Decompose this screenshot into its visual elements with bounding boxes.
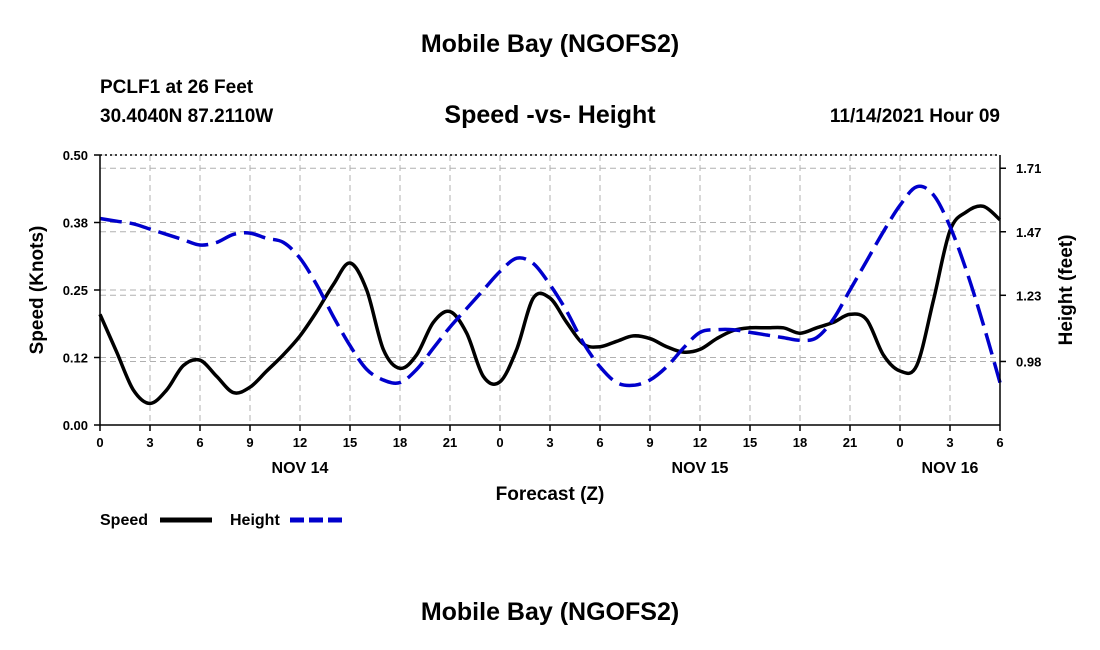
x-tick-label: 0 [496, 435, 503, 450]
y2-tick-label: 1.71 [1016, 161, 1041, 176]
x-tick-label: 12 [293, 435, 307, 450]
x-tick-label: 3 [546, 435, 553, 450]
x-tick-label: 18 [393, 435, 407, 450]
x-tick-label: 6 [196, 435, 203, 450]
x-tick-label: 9 [646, 435, 653, 450]
y2-axis-title: Height (feet) [1056, 235, 1077, 346]
axis-layer [94, 154, 1006, 431]
coordinates-label: 30.4040N 87.2110W [100, 106, 274, 127]
x-tick-label: 0 [896, 435, 903, 450]
x-tick-label: 15 [743, 435, 757, 450]
x-axis-title: Forecast (Z) [496, 484, 605, 505]
x-tick-label: 3 [946, 435, 953, 450]
legend: Speed Height [100, 512, 342, 529]
legend-label-speed: Speed [100, 512, 148, 529]
y2-tick-label: 1.47 [1016, 225, 1041, 240]
x-tick-label: 21 [843, 435, 857, 450]
x-day-label: NOV 16 [922, 460, 979, 477]
datetime-label: 11/14/2021 Hour 09 [829, 106, 1000, 127]
x-tick-label: 21 [443, 435, 457, 450]
y-tick-label: 0.12 [63, 351, 88, 366]
x-tick-label: 18 [793, 435, 807, 450]
series-line-height [99, 184, 1002, 388]
legend-label-height: Height [230, 512, 280, 529]
x-tick-label: 0 [96, 435, 103, 450]
x-day-label: NOV 15 [672, 460, 729, 477]
label-layer: Forecast (Z) Speed (Knots) Height (feet)… [27, 148, 1077, 505]
x-tick-label: 6 [996, 435, 1003, 450]
y-tick-label: 0.25 [63, 283, 88, 298]
main-title: Mobile Bay (NGOFS2) [420, 30, 680, 58]
y-tick-label: 0.50 [63, 148, 88, 163]
series-line-speed [98, 204, 1002, 406]
y-tick-label: 0.38 [63, 216, 88, 231]
y2-tick-label: 1.23 [1016, 288, 1041, 303]
y2-tick-label: 0.98 [1016, 354, 1041, 369]
x-tick-label: 9 [246, 435, 253, 450]
x-tick-label: 6 [596, 435, 603, 450]
series-layer [98, 184, 1002, 406]
y-axis-title: Speed (Knots) [27, 226, 48, 355]
x-tick-label: 12 [693, 435, 707, 450]
x-day-label: NOV 14 [272, 460, 329, 477]
x-tick-label: 3 [146, 435, 153, 450]
footer-title: Mobile Bay (NGOFS2) [420, 598, 680, 626]
station-label: PCLF1 at 26 Feet [100, 77, 254, 98]
y-tick-label: 0.00 [63, 418, 88, 433]
x-tick-label: 15 [343, 435, 357, 450]
chart-title: Speed -vs- Height [444, 101, 656, 129]
grid-layer [99, 154, 1001, 426]
